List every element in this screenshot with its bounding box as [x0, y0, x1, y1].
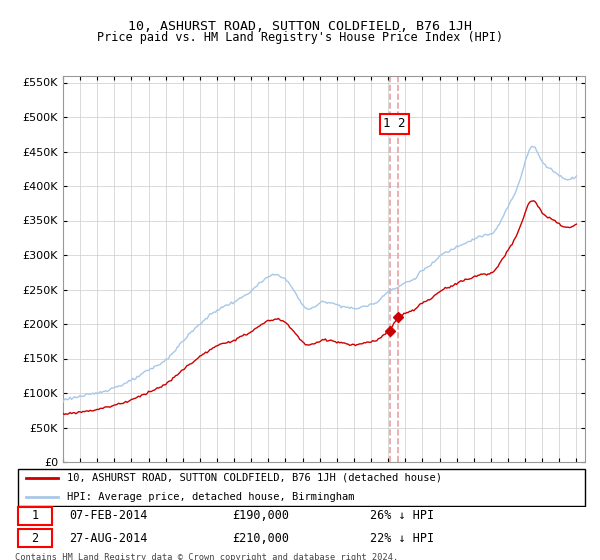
Text: Contains HM Land Registry data © Crown copyright and database right 2024.
This d: Contains HM Land Registry data © Crown c… — [15, 553, 398, 560]
Text: HPI: Average price, detached house, Birmingham: HPI: Average price, detached house, Birm… — [67, 492, 354, 502]
FancyBboxPatch shape — [18, 469, 585, 506]
Text: 10, ASHURST ROAD, SUTTON COLDFIELD, B76 1JH (detached house): 10, ASHURST ROAD, SUTTON COLDFIELD, B76 … — [67, 473, 442, 483]
Text: £210,000: £210,000 — [233, 532, 290, 545]
Text: 26% ↓ HPI: 26% ↓ HPI — [370, 510, 434, 522]
Text: 10, ASHURST ROAD, SUTTON COLDFIELD, B76 1JH: 10, ASHURST ROAD, SUTTON COLDFIELD, B76 … — [128, 20, 472, 32]
Text: 27-AUG-2014: 27-AUG-2014 — [70, 532, 148, 545]
Text: 1: 1 — [31, 510, 38, 522]
FancyBboxPatch shape — [18, 507, 52, 525]
Text: Price paid vs. HM Land Registry's House Price Index (HPI): Price paid vs. HM Land Registry's House … — [97, 31, 503, 44]
Text: 1 2: 1 2 — [383, 118, 406, 130]
Text: £190,000: £190,000 — [233, 510, 290, 522]
Text: 07-FEB-2014: 07-FEB-2014 — [70, 510, 148, 522]
Text: 2: 2 — [31, 532, 38, 545]
Text: 22% ↓ HPI: 22% ↓ HPI — [370, 532, 434, 545]
FancyBboxPatch shape — [18, 529, 52, 547]
